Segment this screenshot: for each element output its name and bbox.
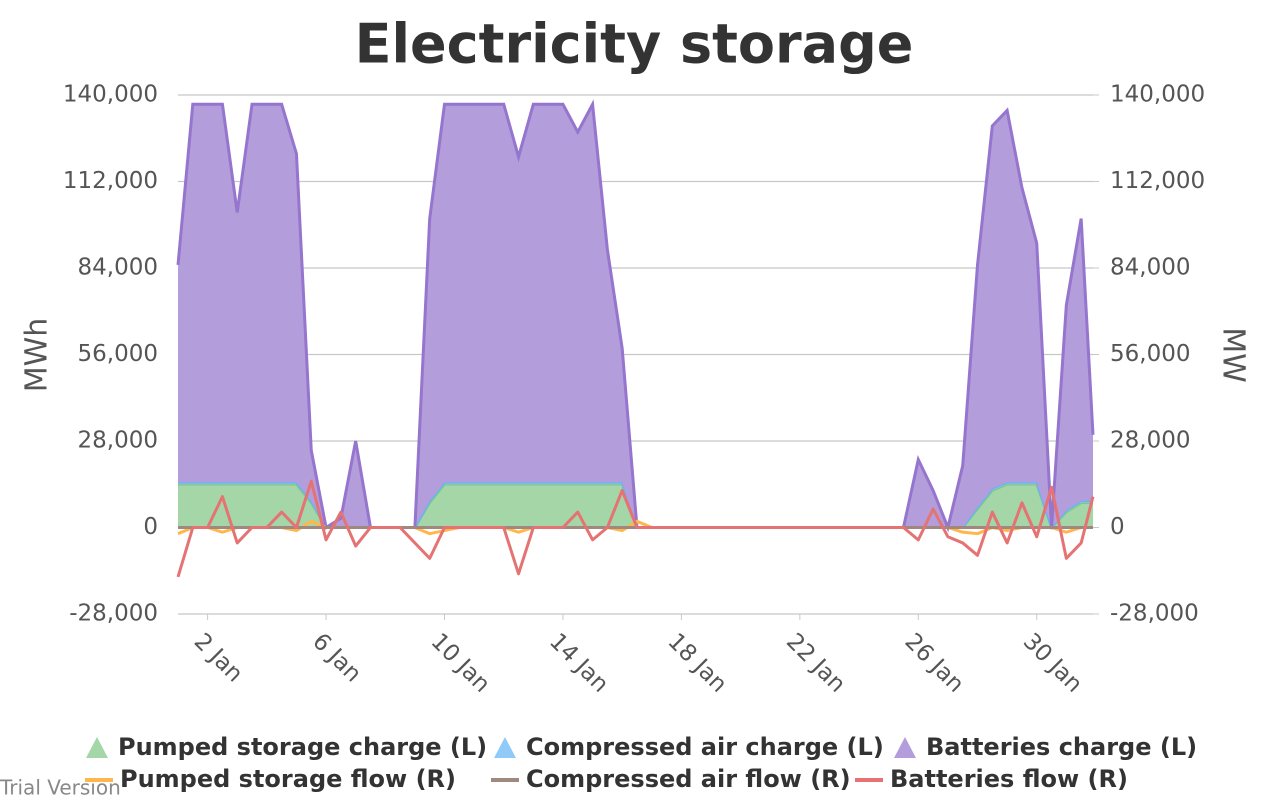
y2-tick-label: 140,000 [1110, 82, 1205, 108]
legend-label: Batteries charge (L) [926, 733, 1197, 761]
x-tick-label: 6 Jan [307, 628, 366, 687]
y-tick-label: 112,000 [63, 168, 158, 194]
y2-axis-label: MW [1216, 327, 1251, 383]
x-tick-label: 2 Jan [189, 628, 248, 687]
y-tick-label: 28,000 [78, 428, 158, 454]
y2-tick-label: -28,000 [1110, 601, 1199, 627]
y-tick-label: 0 [143, 514, 158, 540]
y-tick-label: 140,000 [63, 82, 158, 108]
legend-marker [86, 737, 108, 758]
x-tick-label: 26 Jan [899, 628, 968, 697]
x-tick-label: 14 Jan [544, 628, 613, 697]
legend-label: Pumped storage charge (L) [118, 733, 487, 761]
x-tick-label: 10 Jan [426, 628, 495, 697]
y-axis-label: MWh [20, 318, 55, 393]
legend-marker [894, 737, 916, 758]
y2-tick-label: 84,000 [1110, 255, 1190, 281]
x-tick-label: 30 Jan [1018, 628, 1087, 697]
flow-line [176, 479, 1095, 578]
x-tick-label: 18 Jan [663, 628, 732, 697]
chart-title: Electricity storage [355, 13, 914, 76]
area-edge [176, 99, 1095, 533]
y-tick-label: 84,000 [78, 255, 158, 281]
legend-label: Pumped storage flow (R) [120, 765, 456, 793]
legend-marker [494, 737, 516, 758]
y-tick-label: 56,000 [78, 341, 158, 367]
area-fill [178, 104, 1093, 528]
y2-tick-label: 56,000 [1110, 341, 1190, 367]
legend-label: Compressed air charge (L) [526, 733, 884, 761]
y2-tick-label: 112,000 [1110, 168, 1205, 194]
y2-tick-label: 0 [1110, 514, 1125, 540]
legend-label: Compressed air flow (R) [526, 765, 851, 793]
x-tick-label: 22 Jan [781, 628, 850, 697]
y-tick-label: -28,000 [69, 601, 158, 627]
y2-tick-label: 28,000 [1110, 428, 1190, 454]
legend-label: Batteries flow (R) [890, 765, 1128, 793]
